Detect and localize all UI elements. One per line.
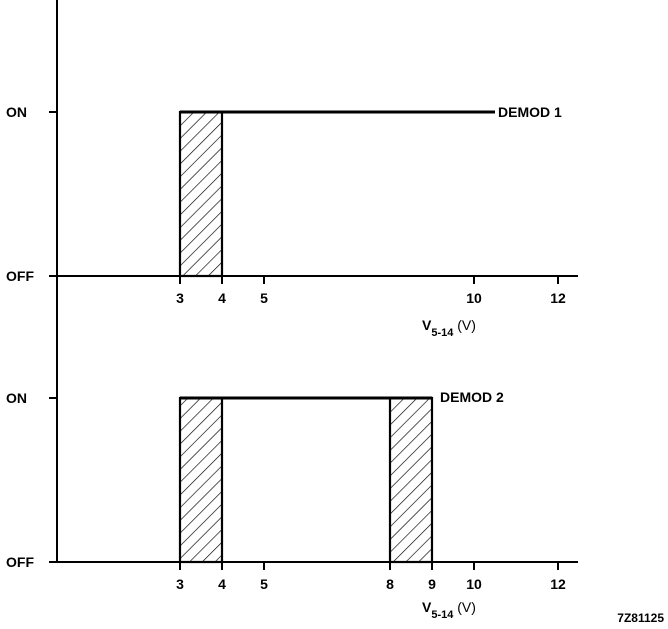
- x-tick-label: 5: [260, 576, 268, 592]
- y-state-label-on: ON: [6, 390, 27, 406]
- demod-panel-2: OFF ON 3 4 5 8 9 10 12 V5-14 (V) DEMOD 2: [6, 276, 578, 621]
- x-axis-label: V5-14 (V): [422, 317, 476, 339]
- hatched-transition-region: [178, 110, 224, 278]
- x-tick-label: 10: [466, 576, 482, 592]
- x-tick-label: 8: [386, 576, 394, 592]
- series-label: DEMOD 2: [440, 389, 504, 405]
- x-tick-label: 9: [428, 576, 436, 592]
- series-label: DEMOD 1: [498, 104, 562, 120]
- x-tick-label: 12: [550, 576, 566, 592]
- x-tick-label: 4: [218, 290, 226, 306]
- x-tick-label: 3: [176, 290, 184, 306]
- x-tick-label: 5: [260, 290, 268, 306]
- x-tick-label: 3: [176, 576, 184, 592]
- y-state-label-off: OFF: [6, 268, 34, 284]
- x-tick-label: 10: [466, 290, 482, 306]
- figure-code: 7Z81125: [617, 611, 664, 625]
- x-tick-label: 12: [550, 290, 566, 306]
- demod-panel-1: OFF ON 3 4 5 10 12 V5-14 (V) DEMOD 1: [6, 0, 578, 339]
- y-state-label-off: OFF: [6, 554, 34, 570]
- y-state-label-on: ON: [6, 104, 27, 120]
- hatched-transition-region: [178, 396, 224, 564]
- x-axis-label: V5-14 (V): [422, 599, 476, 621]
- x-tick-label: 4: [218, 576, 226, 592]
- hatched-transition-region: [388, 396, 434, 564]
